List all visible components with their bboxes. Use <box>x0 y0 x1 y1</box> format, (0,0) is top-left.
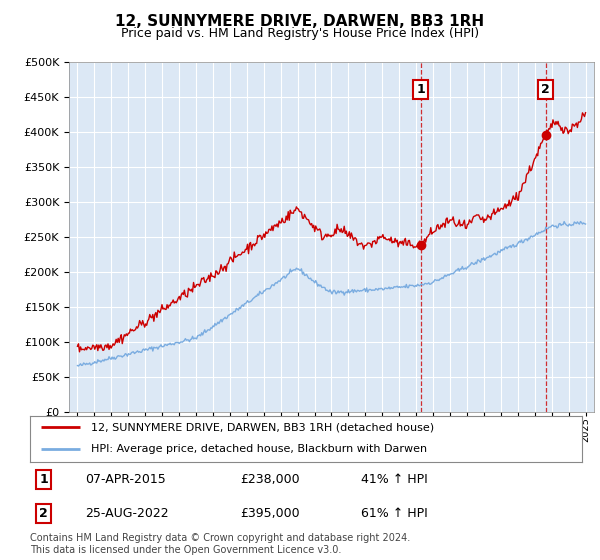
Text: £395,000: £395,000 <box>240 507 299 520</box>
Text: Price paid vs. HM Land Registry's House Price Index (HPI): Price paid vs. HM Land Registry's House … <box>121 27 479 40</box>
Text: 2: 2 <box>541 83 550 96</box>
Text: 07-APR-2015: 07-APR-2015 <box>85 473 166 486</box>
Text: Contains HM Land Registry data © Crown copyright and database right 2024.
This d: Contains HM Land Registry data © Crown c… <box>30 533 410 555</box>
Text: 41% ↑ HPI: 41% ↑ HPI <box>361 473 428 486</box>
Text: 1: 1 <box>416 83 425 96</box>
Text: 12, SUNNYMERE DRIVE, DARWEN, BB3 1RH: 12, SUNNYMERE DRIVE, DARWEN, BB3 1RH <box>115 14 485 29</box>
Text: HPI: Average price, detached house, Blackburn with Darwen: HPI: Average price, detached house, Blac… <box>91 444 427 454</box>
Text: 1: 1 <box>40 473 48 486</box>
Text: 2: 2 <box>40 507 48 520</box>
Text: £238,000: £238,000 <box>240 473 299 486</box>
Text: 25-AUG-2022: 25-AUG-2022 <box>85 507 169 520</box>
Text: 61% ↑ HPI: 61% ↑ HPI <box>361 507 428 520</box>
Text: 12, SUNNYMERE DRIVE, DARWEN, BB3 1RH (detached house): 12, SUNNYMERE DRIVE, DARWEN, BB3 1RH (de… <box>91 422 434 432</box>
